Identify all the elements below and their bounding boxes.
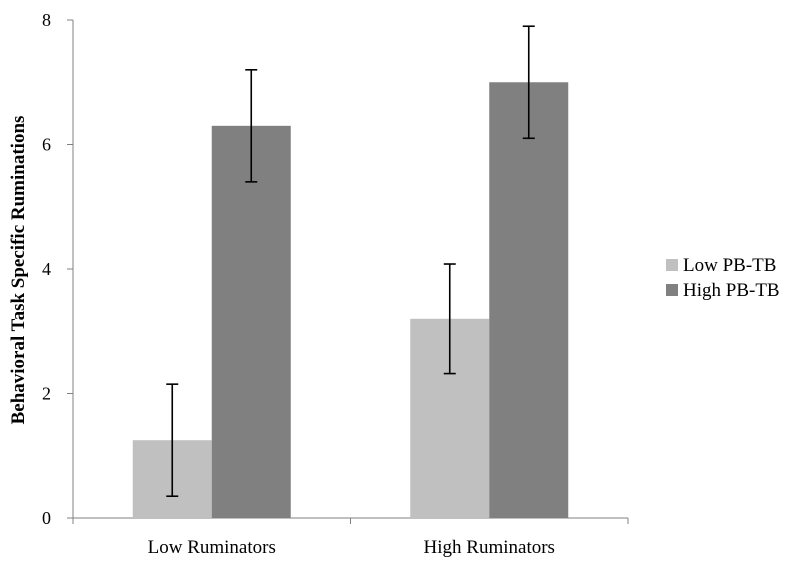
bar (489, 82, 569, 518)
y-tick-label: 6 (42, 135, 51, 155)
x-category-label: Low Ruminators (148, 537, 276, 558)
y-tick-label: 0 (42, 508, 51, 528)
legend-label: Low PB-TB (683, 255, 776, 276)
y-tick-label: 2 (42, 384, 51, 404)
y-axis-title: Behavioral Task Specific Ruminations (8, 116, 29, 425)
x-category-label: High Ruminators (424, 537, 555, 558)
x-axis: Low Ruminators High Ruminators (72, 517, 629, 558)
legend: Low PB-TB High PB-TB (666, 255, 780, 301)
y-axis: 0 2 4 6 8 (42, 10, 74, 528)
bars (132, 82, 569, 518)
y-tick-label: 8 (42, 10, 51, 30)
error-bars (166, 25, 535, 498)
legend-label: High PB-TB (683, 280, 780, 301)
legend-swatch (666, 284, 678, 296)
bar (211, 125, 291, 518)
legend-swatch (666, 259, 678, 271)
y-tick-label: 4 (42, 259, 51, 279)
